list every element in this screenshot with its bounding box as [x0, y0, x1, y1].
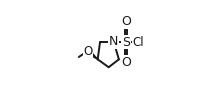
Text: S: S — [122, 36, 130, 49]
Text: O: O — [83, 45, 93, 58]
Text: Cl: Cl — [132, 36, 144, 49]
Text: O: O — [121, 56, 131, 69]
Text: O: O — [121, 15, 131, 28]
Polygon shape — [87, 50, 98, 59]
Text: N: N — [109, 35, 119, 48]
